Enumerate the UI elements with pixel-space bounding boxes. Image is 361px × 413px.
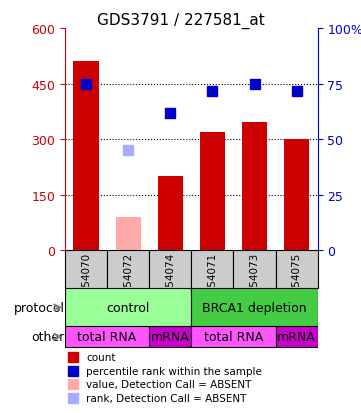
Text: mRNA: mRNA bbox=[277, 330, 316, 343]
Text: GSM554073: GSM554073 bbox=[249, 252, 260, 316]
Text: mRNA: mRNA bbox=[151, 330, 190, 343]
FancyBboxPatch shape bbox=[65, 251, 107, 289]
Text: BRCA1 depletion: BRCA1 depletion bbox=[202, 301, 307, 314]
Bar bbox=[242, 123, 267, 251]
Text: GSM554071: GSM554071 bbox=[207, 252, 217, 316]
FancyBboxPatch shape bbox=[275, 251, 318, 289]
FancyBboxPatch shape bbox=[149, 327, 191, 347]
Bar bbox=[158, 177, 183, 251]
FancyBboxPatch shape bbox=[275, 327, 318, 347]
Text: other: other bbox=[32, 330, 65, 343]
Text: GSM554074: GSM554074 bbox=[165, 252, 175, 316]
Text: GDS3791 / 227581_at: GDS3791 / 227581_at bbox=[97, 12, 264, 28]
Text: rank, Detection Call = ABSENT: rank, Detection Call = ABSENT bbox=[86, 393, 247, 403]
Text: value, Detection Call = ABSENT: value, Detection Call = ABSENT bbox=[86, 379, 251, 389]
FancyBboxPatch shape bbox=[234, 251, 275, 289]
FancyBboxPatch shape bbox=[149, 251, 191, 289]
Bar bbox=[284, 140, 309, 251]
Text: protocol: protocol bbox=[14, 301, 65, 314]
FancyBboxPatch shape bbox=[107, 251, 149, 289]
Bar bbox=[200, 132, 225, 251]
FancyBboxPatch shape bbox=[65, 289, 191, 327]
FancyBboxPatch shape bbox=[191, 327, 275, 347]
Bar bbox=[116, 217, 141, 251]
Text: count: count bbox=[86, 352, 116, 362]
Text: GSM554070: GSM554070 bbox=[81, 252, 91, 316]
Text: control: control bbox=[106, 301, 150, 314]
Text: GSM554075: GSM554075 bbox=[292, 252, 302, 316]
FancyBboxPatch shape bbox=[65, 327, 149, 347]
FancyBboxPatch shape bbox=[191, 251, 234, 289]
Bar bbox=[73, 62, 99, 251]
Text: total RNA: total RNA bbox=[204, 330, 263, 343]
FancyBboxPatch shape bbox=[191, 289, 318, 327]
Text: percentile rank within the sample: percentile rank within the sample bbox=[86, 366, 262, 376]
Text: GSM554072: GSM554072 bbox=[123, 252, 133, 316]
Text: total RNA: total RNA bbox=[78, 330, 137, 343]
